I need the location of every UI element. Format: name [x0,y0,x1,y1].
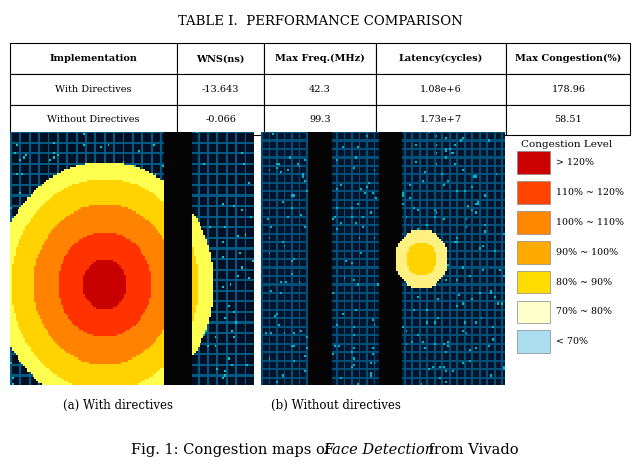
Text: (b) Without directives: (b) Without directives [271,399,401,412]
Bar [516,301,550,323]
Text: < 70%: < 70% [556,337,588,346]
Text: Congestion Level: Congestion Level [522,140,612,149]
Bar [10,44,177,74]
Text: -0.066: -0.066 [205,115,236,124]
Bar [177,105,264,135]
Bar [516,181,550,204]
Text: Without Directives: Without Directives [47,115,140,124]
Text: Implementation: Implementation [49,54,138,63]
Text: 110% ~ 120%: 110% ~ 120% [556,188,624,197]
Text: Max Congestion(%): Max Congestion(%) [515,54,621,63]
Text: Face Detection: Face Detection [324,443,435,456]
Bar [376,44,506,74]
Bar [264,105,376,135]
Bar [516,151,550,174]
Text: (a) With directives: (a) With directives [63,399,173,412]
Bar [10,74,177,105]
Text: 1.08e+6: 1.08e+6 [420,85,462,94]
Bar [264,44,376,74]
Text: 58.51: 58.51 [554,115,582,124]
Bar [516,211,550,234]
Text: 178.96: 178.96 [551,85,586,94]
Text: 1.73e+7: 1.73e+7 [420,115,462,124]
Bar [376,74,506,105]
Text: > 120%: > 120% [556,158,594,167]
Bar [506,74,630,105]
Bar [10,105,177,135]
Text: Latency(cycles): Latency(cycles) [399,54,483,63]
Bar [177,44,264,74]
Bar [506,44,630,74]
Bar [177,74,264,105]
Text: 100% ~ 110%: 100% ~ 110% [556,218,624,227]
Text: 42.3: 42.3 [309,85,331,94]
Text: from Vivado: from Vivado [424,443,518,456]
Text: Max Freq.(MHz): Max Freq.(MHz) [275,54,365,63]
Bar [516,271,550,294]
Text: With Directives: With Directives [55,85,132,94]
Text: Fig. 1: Congestion maps of: Fig. 1: Congestion maps of [131,443,335,456]
Text: TABLE I.  PERFORMANCE COMPARISON: TABLE I. PERFORMANCE COMPARISON [178,15,462,28]
Bar [516,241,550,264]
Bar [516,331,550,353]
Text: 80% ~ 90%: 80% ~ 90% [556,278,612,287]
Bar [264,74,376,105]
Bar [376,105,506,135]
Bar [506,105,630,135]
Text: 99.3: 99.3 [309,115,331,124]
Text: 70% ~ 80%: 70% ~ 80% [556,308,612,317]
Text: 90% ~ 100%: 90% ~ 100% [556,248,618,257]
Text: WNS(ns): WNS(ns) [196,54,245,63]
Text: -13.643: -13.643 [202,85,239,94]
